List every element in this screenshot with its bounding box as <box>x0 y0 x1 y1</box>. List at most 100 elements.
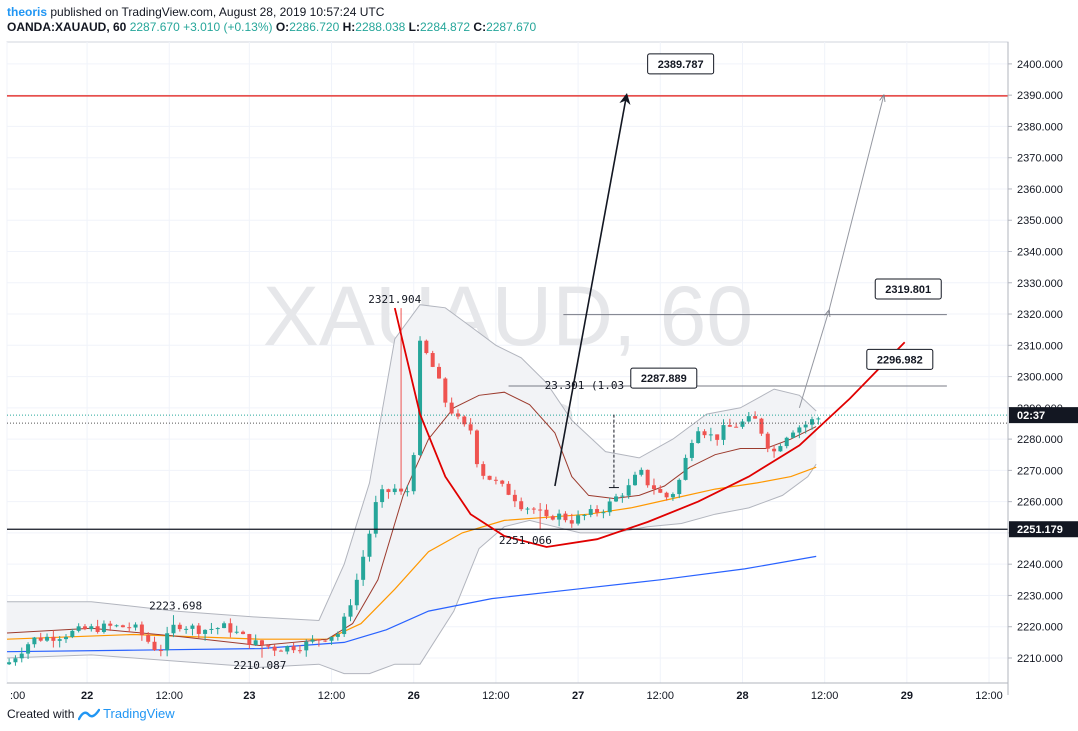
last-price: 2287.670 <box>129 20 180 34</box>
candle-body <box>784 437 789 447</box>
candle-body <box>449 402 454 414</box>
candle-body <box>95 626 100 632</box>
price-tick-label: 2380.000 <box>1017 121 1063 133</box>
candle-body <box>241 631 246 635</box>
candle-body <box>550 516 555 520</box>
price-tick-label: 2220.000 <box>1017 622 1063 634</box>
candle-body <box>569 520 574 524</box>
time-tick-label: 26 <box>408 690 420 702</box>
candle-body <box>474 430 479 465</box>
candle-body <box>563 513 568 521</box>
price-tick-label: 2230.000 <box>1017 590 1063 602</box>
candle-body <box>481 464 486 476</box>
support-price-badge <box>1009 521 1078 538</box>
candle-body <box>443 378 448 403</box>
candle-body <box>437 366 442 379</box>
candle-body <box>316 639 321 641</box>
candle-body <box>259 640 264 646</box>
low-value: 2284.872 <box>420 20 471 34</box>
open-label: O: <box>275 20 290 34</box>
price-tick-label: 2260.000 <box>1017 497 1063 509</box>
price-annotation: 2223.698 <box>149 600 202 613</box>
candle-body <box>310 639 315 642</box>
candle-body <box>493 479 498 481</box>
candle-body <box>13 658 18 663</box>
footer: Created with TradingView <box>7 706 175 721</box>
candle-body <box>708 434 713 436</box>
candle-body <box>222 623 227 629</box>
candle-body <box>512 494 517 502</box>
candle-body <box>430 353 435 367</box>
candle-body <box>746 416 751 422</box>
candle-body <box>753 416 758 419</box>
candle-body <box>759 418 764 434</box>
candle-body <box>82 626 87 630</box>
candle-body <box>651 485 656 490</box>
candle-body <box>234 631 239 633</box>
candle-body <box>165 633 170 651</box>
axis-layer: 2210.0002220.0002230.0002240.0002250.000… <box>7 42 1078 702</box>
bollinger-lower-line <box>6 463 817 675</box>
candle-body <box>89 626 94 630</box>
price-tick-label: 2340.000 <box>1017 246 1063 258</box>
candle-body <box>639 469 644 475</box>
candle-body <box>120 625 125 628</box>
candle-body <box>487 475 492 480</box>
candle-body <box>683 457 688 480</box>
candle-body <box>171 624 176 634</box>
candle-body <box>519 501 524 510</box>
price-tick-label: 2210.000 <box>1017 653 1063 665</box>
price-tick-label: 2330.000 <box>1017 278 1063 290</box>
bollinger-band-fill <box>7 304 817 674</box>
price-tick-label: 2280.000 <box>1017 434 1063 446</box>
candle-body <box>582 514 587 516</box>
projection-arrow <box>798 311 829 408</box>
published-info: published on TradingView.com, August 28,… <box>50 5 385 19</box>
price-tick-label: 2350.000 <box>1017 215 1063 227</box>
price-tick-label: 2300.000 <box>1017 372 1063 384</box>
candle-body <box>133 624 138 628</box>
candle-body <box>803 424 808 428</box>
candle-body <box>778 446 783 452</box>
candle-body <box>544 509 549 517</box>
author-name[interactable]: theoris <box>7 5 48 19</box>
price-tick-label: 2370.000 <box>1017 153 1063 165</box>
candle-body <box>797 427 802 433</box>
candle-body <box>721 425 726 440</box>
projection-arrow <box>554 92 631 487</box>
candle-body <box>184 628 189 630</box>
callout-label: 2389.787 <box>658 59 704 71</box>
candle-body <box>19 653 24 659</box>
cup-curve <box>393 307 906 548</box>
candle-body <box>772 448 777 452</box>
time-tick-label: :00 <box>10 690 25 702</box>
candle-body <box>38 637 43 641</box>
candle-body <box>810 419 815 425</box>
candle-body <box>266 645 271 647</box>
support-price-badge-label: 2251.179 <box>1017 524 1063 536</box>
candle-body <box>645 469 650 486</box>
candle-body <box>297 650 302 652</box>
candle-body <box>538 509 543 511</box>
tradingview-brand[interactable]: TradingView <box>103 706 175 721</box>
candle-body <box>399 488 404 492</box>
candle-body <box>228 623 233 633</box>
candle-body <box>114 625 119 627</box>
candle-body <box>715 434 720 440</box>
candle-body <box>462 416 467 425</box>
candle-body <box>64 636 69 640</box>
candle-body <box>424 340 429 354</box>
candle-body <box>696 431 701 444</box>
price-annotation: 2210.087 <box>233 659 286 672</box>
candle-body <box>7 662 12 665</box>
ma-fast-line <box>6 391 817 647</box>
candle-body <box>380 489 385 503</box>
candle-body <box>291 646 296 651</box>
close-label: C: <box>473 20 487 34</box>
candle-body <box>791 432 796 438</box>
candle-body <box>108 623 113 626</box>
candle-body <box>361 556 366 580</box>
time-tick-label: 22 <box>81 690 93 702</box>
candle-body <box>158 650 163 652</box>
